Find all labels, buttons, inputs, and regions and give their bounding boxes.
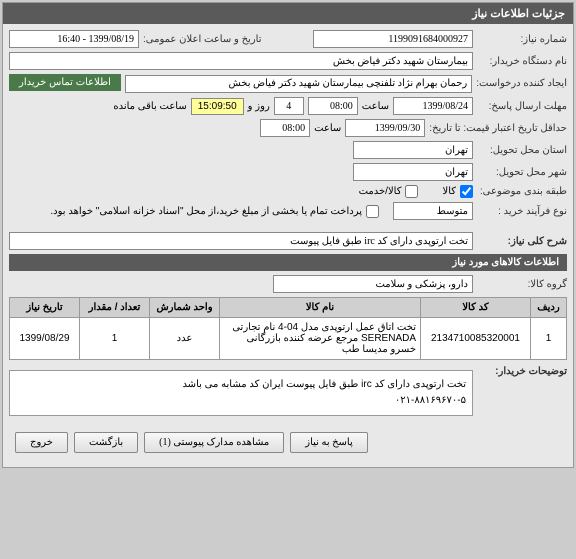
row-province: استان محل تحویل: (9, 141, 567, 159)
province-input[interactable] (353, 141, 473, 159)
goods-info-title: اطلاعات کالاهای مورد نیاز (9, 254, 567, 271)
announce-input[interactable] (9, 30, 139, 48)
row-buyer-notes: توضیحات خریدار: تخت ارتوپدی دارای کد irc… (9, 366, 567, 420)
reply-button[interactable]: پاسخ به نیاز (290, 432, 368, 453)
validity-time-input[interactable] (260, 119, 310, 137)
deadline-date-input[interactable] (393, 97, 473, 115)
saat-label-1: ساعت (362, 101, 389, 112)
province-label: استان محل تحویل: (477, 145, 567, 156)
th-name: نام کالا (220, 298, 421, 318)
th-unit: واحد شمارش (150, 298, 220, 318)
panel-title: جزئیات اطلاعات نیاز (3, 3, 573, 24)
kala-checkbox-wrap: کالا (442, 185, 473, 198)
cell-name: تخت اتاق عمل ارتوپدی مدل 04-4 نام تجارتی… (220, 318, 421, 360)
deadline-time-input[interactable] (308, 97, 358, 115)
partial-pay-wrap: پرداخت تمام یا بخشی از مبلغ خرید،از محل … (50, 205, 379, 218)
process-type-input[interactable] (393, 202, 473, 220)
row-need-number: شماره نیاز: تاریخ و ساعت اعلان عمومی: (9, 30, 567, 48)
goods-table: ردیف کد کالا نام کالا واحد شمارش تعداد /… (9, 297, 567, 360)
need-number-input[interactable] (313, 30, 473, 48)
goods-group-input[interactable] (273, 275, 473, 293)
th-date: تاریخ نیاز (10, 298, 80, 318)
validity-date-input[interactable] (345, 119, 425, 137)
table-row[interactable]: 1 2134710085320001 تخت اتاق عمل ارتوپدی … (10, 318, 567, 360)
th-code: کد کالا (421, 298, 531, 318)
table-header-row: ردیف کد کالا نام کالا واحد شمارش تعداد /… (10, 298, 567, 318)
khadmat-checkbox-wrap: کالا/خدمت (359, 185, 419, 198)
buyer-device-input[interactable] (9, 52, 473, 70)
cell-date: 1399/08/29 (10, 318, 80, 360)
announce-label: تاریخ و ساعت اعلان عمومی: (143, 34, 262, 45)
row-grouping: طبقه بندی موضوعی: کالا کالا/خدمت (9, 185, 567, 198)
saat-label-2: ساعت (314, 123, 341, 134)
main-panel: جزئیات اطلاعات نیاز شماره نیاز: تاریخ و … (2, 2, 574, 468)
buyer-notes-box: تخت ارتوپدی دارای کد irc طبق فایل پیوست … (9, 370, 473, 416)
general-desc-input[interactable] (9, 232, 473, 250)
row-validity: حداقل تاریخ اعتبار قیمت: تا تاریخ: ساعت (9, 119, 567, 137)
row-creator: ایجاد کننده درخواست: اطلاعات تماس خریدار (9, 74, 567, 93)
creator-label: ایجاد کننده درخواست: (476, 78, 567, 89)
row-process-type: نوع فرآیند خرید : پرداخت تمام یا بخشی از… (9, 202, 567, 220)
row-goods-group: گروه کالا: (9, 275, 567, 293)
cell-qty: 1 (80, 318, 150, 360)
remain-time: 15:09:50 (191, 98, 244, 115)
partial-pay-checkbox[interactable] (366, 205, 379, 218)
row-general-desc: شرح کلی نیاز: (9, 232, 567, 250)
creator-input[interactable] (125, 75, 472, 93)
days-input[interactable] (274, 97, 304, 115)
exit-button[interactable]: خروج (15, 432, 68, 453)
th-row: ردیف (531, 298, 567, 318)
kala-checkbox[interactable] (460, 185, 473, 198)
need-number-label: شماره نیاز: (477, 34, 567, 45)
partial-pay-label: پرداخت تمام یا بخشی از مبلغ خرید،از محل … (50, 206, 362, 217)
kala-check-label: کالا (442, 186, 456, 197)
panel-body: شماره نیاز: تاریخ و ساعت اعلان عمومی: نا… (3, 24, 573, 467)
khadmat-check-label: کالا/خدمت (359, 186, 402, 197)
row-deadline: مهلت ارسال پاسخ: تا تاریخ: ساعت روز و 15… (9, 97, 567, 115)
buyer-device-label: نام دستگاه خریدار: (477, 56, 567, 67)
goods-group-label: گروه کالا: (477, 279, 567, 290)
back-button[interactable]: بازگشت (74, 432, 138, 453)
deadline-label: مهلت ارسال پاسخ: (477, 101, 567, 112)
general-desc-label: شرح کلی نیاز: (477, 236, 567, 247)
row-buyer-device: نام دستگاه خریدار: (9, 52, 567, 70)
rooz-label: روز و (248, 101, 270, 112)
buyer-notes-phone: ۰۲۱-۸۸۱۶۹۶۷۰-۵ (16, 393, 466, 409)
khadmat-checkbox[interactable] (405, 185, 418, 198)
city-input[interactable] (353, 163, 473, 181)
attachments-button[interactable]: مشاهده مدارک پیوستی (1) (144, 432, 284, 453)
remain-label: ساعت باقی مانده (113, 101, 186, 112)
row-city: شهر محل تحویل: (9, 163, 567, 181)
buyer-notes-label: توضیحات خریدار: (477, 366, 567, 377)
grouping-label: طبقه بندی موضوعی: (477, 186, 567, 197)
cell-unit: عدد (150, 318, 220, 360)
validity-label: حداقل تاریخ اعتبار قیمت: تا تاریخ: (429, 123, 567, 134)
cell-code: 2134710085320001 (421, 318, 531, 360)
contact-tab[interactable]: اطلاعات تماس خریدار (9, 74, 121, 91)
buyer-notes-text: تخت ارتوپدی دارای کد irc طبق فایل پیوست … (16, 377, 466, 393)
cell-row: 1 (531, 318, 567, 360)
button-row: پاسخ به نیاز مشاهده مدارک پیوستی (1) باز… (9, 424, 567, 461)
th-qty: تعداد / مقدار (80, 298, 150, 318)
process-type-label: نوع فرآیند خرید : (477, 206, 567, 217)
city-label: شهر محل تحویل: (477, 167, 567, 178)
